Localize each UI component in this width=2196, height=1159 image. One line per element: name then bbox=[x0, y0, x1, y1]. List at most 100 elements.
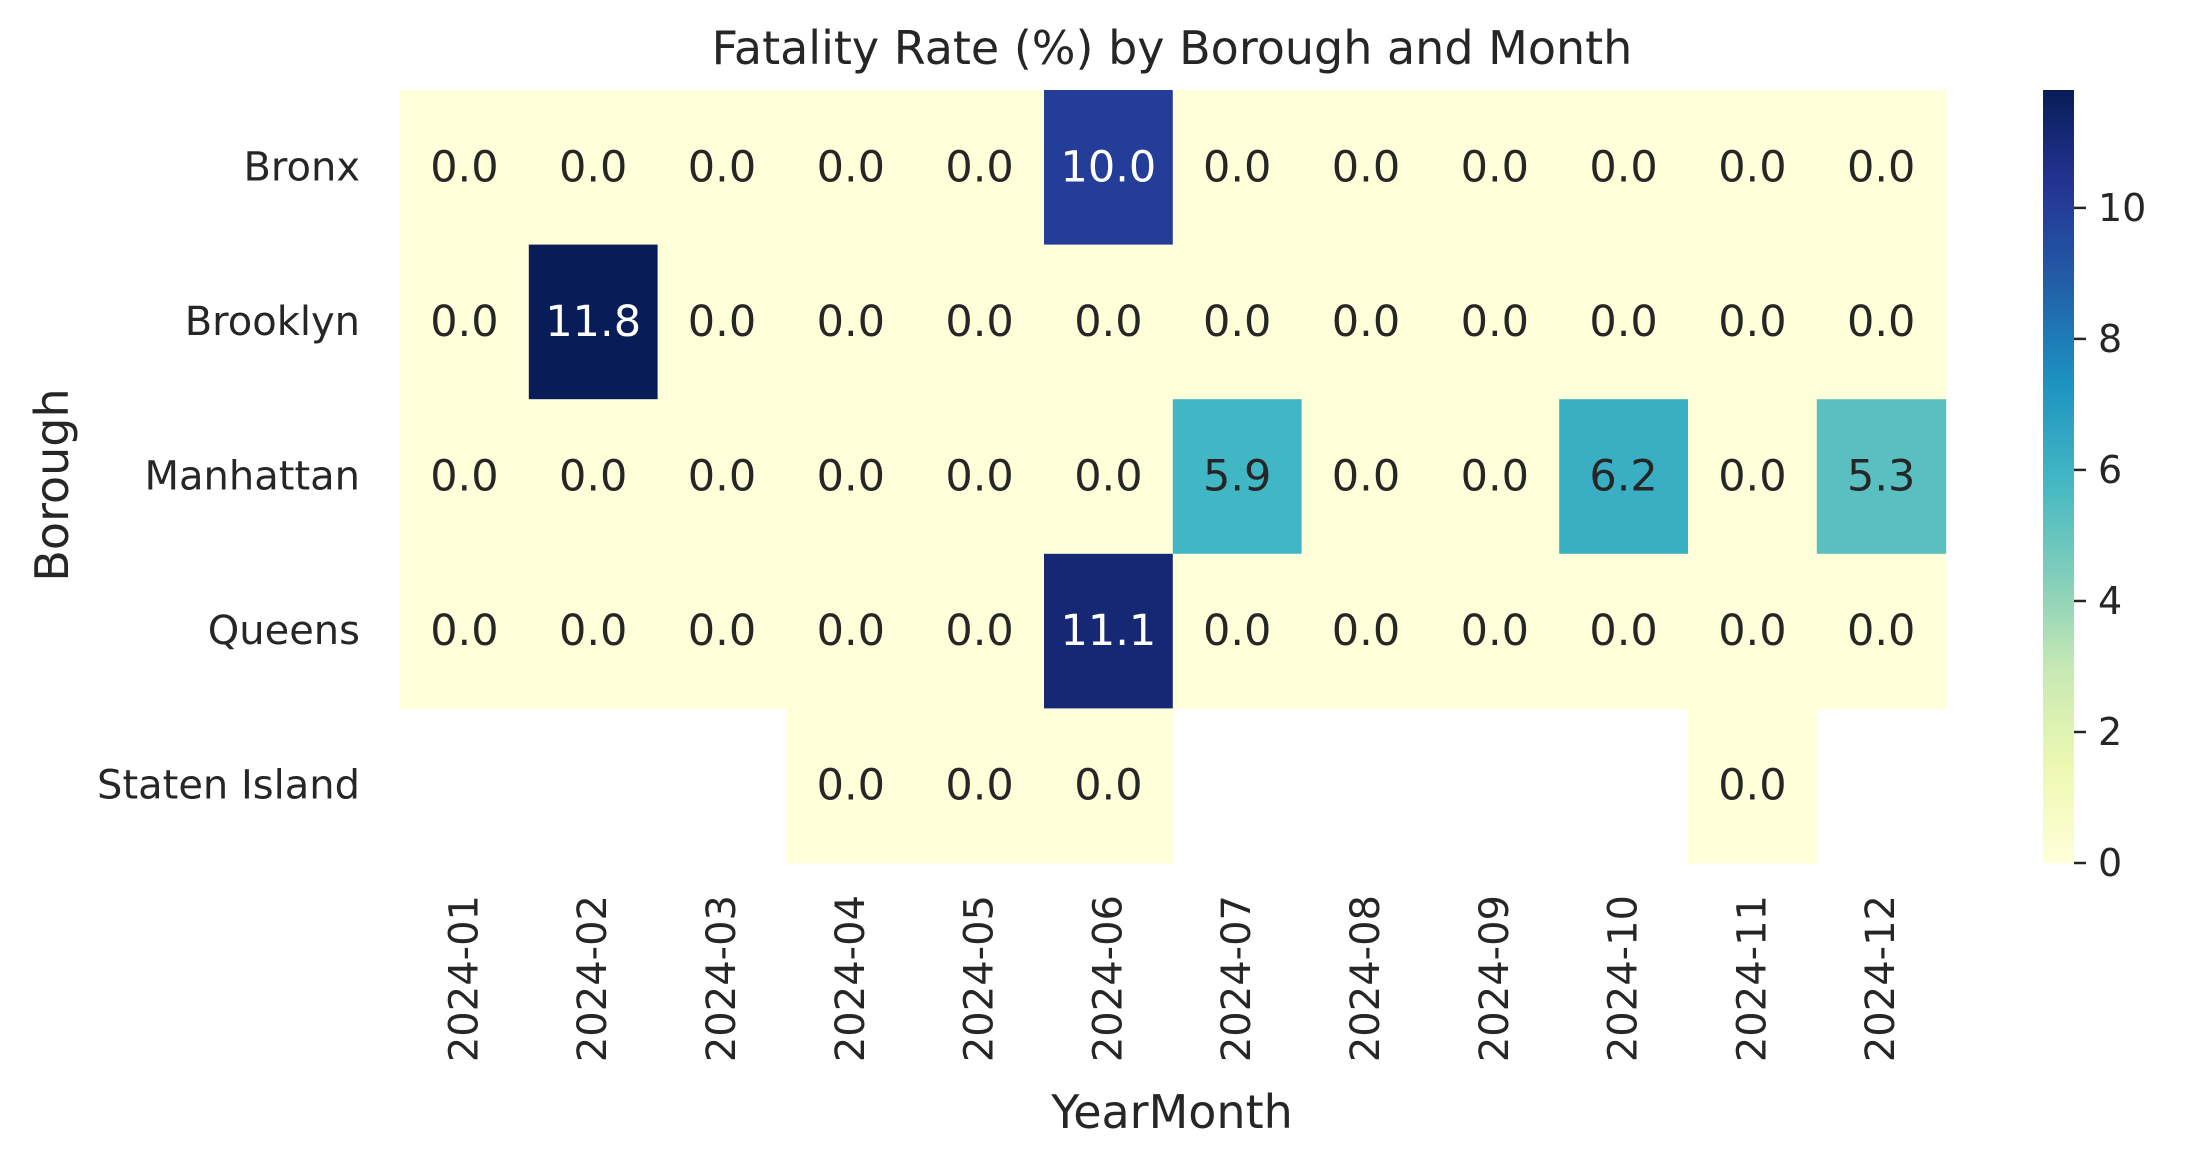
cell-value-label: 0.0 bbox=[1718, 297, 1786, 347]
heatmap-cell bbox=[915, 399, 1045, 555]
heatmap-cell bbox=[1172, 90, 1303, 246]
heatmap-cell bbox=[1559, 90, 1689, 246]
cell-value-label: 0.0 bbox=[1718, 606, 1786, 656]
cell-value-label: 0.0 bbox=[688, 606, 756, 656]
cell-value-label: 0.0 bbox=[1461, 142, 1529, 192]
heatmap-cell bbox=[528, 90, 659, 246]
x-tick-label: 2024-05 bbox=[957, 895, 1003, 1062]
heatmap-cells: 0.0 0.0 0.0 0.0 0.0 10.0 0.0 0.0 0.0 0.0 0.0 0.0 0.0… bbox=[400, 90, 1947, 864]
cell-value-label: 0.0 bbox=[1074, 761, 1142, 811]
cell-value-label: 0.0 bbox=[945, 452, 1013, 502]
heatmap-cell bbox=[1688, 244, 1818, 400]
colorbar-tick-label: 0 bbox=[2098, 841, 2122, 885]
chart-title: Fatality Rate (%) by Borough and Month bbox=[712, 21, 1633, 75]
x-tick-label: 2024-10 bbox=[1601, 895, 1647, 1062]
heatmap-cell bbox=[1044, 90, 1174, 246]
cell-value-label: 0.0 bbox=[688, 452, 756, 502]
heatmap-cell bbox=[786, 708, 916, 864]
cell-value-label: 0.0 bbox=[1847, 142, 1915, 192]
heatmap-cell bbox=[1301, 244, 1431, 400]
cell-value-label: 0.0 bbox=[1074, 452, 1142, 502]
cell-value-label: 6.2 bbox=[1589, 452, 1657, 502]
colorbar: 0 2 4 6 8 10 bbox=[2043, 90, 2146, 885]
cell-value-label: 0.0 bbox=[559, 452, 627, 502]
y-tick-label: Staten Island bbox=[97, 763, 360, 809]
cell-value-label: 0.0 bbox=[1074, 297, 1142, 347]
heatmap-cell bbox=[1172, 399, 1303, 555]
y-tick-label: Queens bbox=[208, 608, 360, 654]
cell-value-label: 0.0 bbox=[817, 297, 885, 347]
cell-value-label: 0.0 bbox=[1847, 606, 1915, 656]
heatmap-cell bbox=[657, 244, 787, 400]
x-tick-label: 2024-08 bbox=[1343, 895, 1389, 1062]
heatmap-cell bbox=[528, 553, 659, 709]
x-tick-label: 2024-11 bbox=[1729, 895, 1775, 1062]
cell-value-label: 0.0 bbox=[1203, 142, 1271, 192]
heatmap-cell bbox=[915, 553, 1045, 709]
heatmap-cell bbox=[1430, 553, 1560, 709]
x-tick-label: 2024-07 bbox=[1214, 895, 1260, 1062]
colorbar-tick-label: 2 bbox=[2098, 710, 2122, 754]
heatmap-cell bbox=[400, 399, 530, 555]
cell-value-label: 0.0 bbox=[945, 761, 1013, 811]
colorbar-tick-label: 8 bbox=[2098, 317, 2122, 361]
cell-value-label: 0.0 bbox=[1718, 761, 1786, 811]
heatmap-cell bbox=[657, 90, 787, 246]
cell-value-label: 0.0 bbox=[1332, 297, 1400, 347]
cell-value-label: 0.0 bbox=[1589, 606, 1657, 656]
cell-value-label: 0.0 bbox=[1332, 142, 1400, 192]
heatmap-cell bbox=[1301, 90, 1431, 246]
heatmap-cell bbox=[1559, 553, 1689, 709]
heatmap-cell bbox=[1301, 553, 1431, 709]
heatmap-cell bbox=[1559, 244, 1689, 400]
cell-value-label: 0.0 bbox=[430, 452, 498, 502]
heatmap-cell bbox=[915, 708, 1045, 864]
y-tick-label: Brooklyn bbox=[185, 299, 360, 345]
heatmap-cell bbox=[786, 553, 916, 709]
y-axis-label: Borough bbox=[25, 388, 79, 581]
heatmap-cell bbox=[1044, 399, 1174, 555]
y-tick-labels: Bronx Brooklyn Manhattan Queens Staten Islan… bbox=[97, 144, 360, 808]
heatmap-cell bbox=[1816, 244, 1947, 400]
heatmap-cell bbox=[1816, 553, 1947, 709]
heatmap-cell bbox=[1301, 399, 1431, 555]
cell-value-label: 0.0 bbox=[559, 142, 627, 192]
colorbar-ticks: 0 2 4 6 8 10 bbox=[2074, 186, 2146, 885]
heatmap-cell bbox=[1816, 399, 1947, 555]
cell-value-label: 11.8 bbox=[545, 297, 641, 347]
heatmap-cell bbox=[1044, 244, 1174, 400]
heatmap-cell bbox=[1688, 399, 1818, 555]
cell-value-label: 0.0 bbox=[430, 606, 498, 656]
x-tick-label: 2024-04 bbox=[828, 895, 874, 1062]
cell-value-label: 0.0 bbox=[1203, 297, 1271, 347]
heatmap-cell bbox=[1688, 553, 1818, 709]
heatmap-cell bbox=[915, 90, 1045, 246]
x-tick-label: 2024-06 bbox=[1085, 895, 1131, 1062]
heatmap-cell bbox=[400, 244, 530, 400]
heatmap-cell bbox=[528, 399, 659, 555]
heatmap-cell bbox=[657, 399, 787, 555]
cell-value-label: 0.0 bbox=[1589, 297, 1657, 347]
y-tick-label: Bronx bbox=[243, 144, 360, 190]
cell-value-label: 5.3 bbox=[1847, 452, 1915, 502]
x-axis-label: YearMonth bbox=[1050, 1085, 1293, 1139]
colorbar-gradient bbox=[2043, 90, 2074, 863]
cell-value-label: 5.9 bbox=[1203, 452, 1271, 502]
cell-value-label: 0.0 bbox=[1461, 606, 1529, 656]
cell-value-label: 0.0 bbox=[688, 297, 756, 347]
cell-value-label: 0.0 bbox=[817, 452, 885, 502]
cell-value-label: 0.0 bbox=[430, 142, 498, 192]
y-tick-label: Manhattan bbox=[145, 454, 360, 500]
heatmap-cell bbox=[786, 90, 916, 246]
cell-value-label: 0.0 bbox=[559, 606, 627, 656]
colorbar-tick-label: 4 bbox=[2098, 579, 2122, 623]
heatmap-cell bbox=[786, 399, 916, 555]
cell-value-label: 0.0 bbox=[945, 297, 1013, 347]
x-tick-label: 2024-03 bbox=[699, 895, 745, 1062]
heatmap-cell bbox=[1430, 244, 1560, 400]
cell-value-label: 0.0 bbox=[1461, 297, 1529, 347]
cell-value-label: 0.0 bbox=[817, 142, 885, 192]
cell-value-label: 0.0 bbox=[1332, 606, 1400, 656]
heatmap-cell bbox=[1044, 553, 1174, 709]
heatmap-cell bbox=[1688, 90, 1818, 246]
